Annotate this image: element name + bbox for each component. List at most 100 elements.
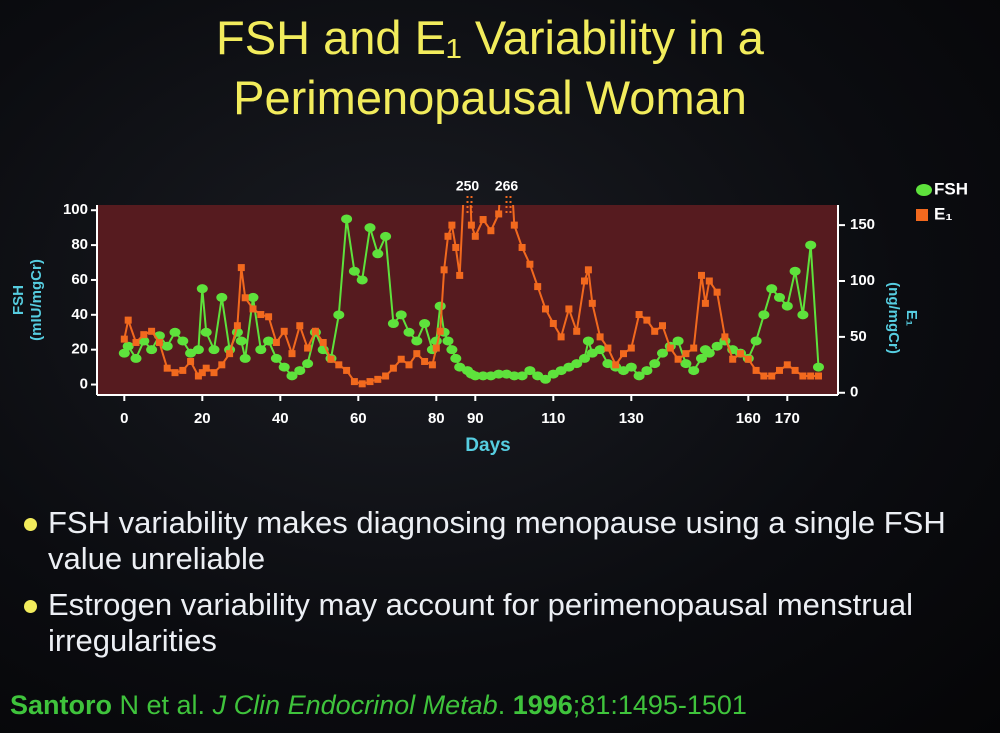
series-marker xyxy=(442,336,454,346)
citation-part: 1996 xyxy=(512,690,573,720)
series-marker xyxy=(265,313,273,321)
series-marker xyxy=(649,359,661,369)
series-marker xyxy=(452,243,460,251)
y2-tick-label: 0 xyxy=(850,384,858,401)
series-marker xyxy=(140,331,148,339)
series-marker xyxy=(633,371,645,381)
series-marker xyxy=(288,350,296,358)
y-tick-label: 40 xyxy=(71,306,88,323)
series-marker xyxy=(579,353,590,363)
series-marker xyxy=(596,333,604,341)
series-marker xyxy=(161,341,173,351)
annotation-label: 250 xyxy=(456,178,480,194)
legend-label: E₁ xyxy=(934,204,952,223)
series-marker xyxy=(701,299,709,307)
series-marker xyxy=(799,372,807,380)
series-marker xyxy=(713,288,721,296)
series-marker xyxy=(524,366,536,376)
series-marker xyxy=(807,372,815,380)
series-marker xyxy=(657,348,668,358)
series-marker xyxy=(783,361,791,369)
citation-part: ;81:1495-1501 xyxy=(572,690,747,720)
series-marker xyxy=(758,310,770,320)
series-marker xyxy=(263,336,275,346)
series-marker xyxy=(374,375,382,383)
series-marker xyxy=(122,341,134,351)
series-marker xyxy=(280,327,288,335)
series-marker xyxy=(419,319,431,329)
series-marker xyxy=(571,359,583,369)
series-marker xyxy=(257,311,265,319)
series-marker xyxy=(364,223,376,233)
series-marker xyxy=(428,361,436,369)
legend-marker xyxy=(916,209,928,221)
series-marker xyxy=(208,345,220,355)
series-marker xyxy=(781,301,793,311)
series-marker xyxy=(620,350,627,358)
series-marker xyxy=(444,232,452,240)
series-marker xyxy=(721,333,729,341)
slide-title: FSH and E₁ Variability in a Perimenopaus… xyxy=(216,11,764,124)
series-marker xyxy=(540,374,551,384)
x-tick-label: 80 xyxy=(428,410,445,427)
series-marker xyxy=(294,366,306,376)
series-marker xyxy=(703,348,715,358)
series-marker xyxy=(187,357,195,365)
series-marker xyxy=(774,292,785,302)
series-marker xyxy=(270,353,282,363)
series-marker xyxy=(737,350,744,358)
series-marker xyxy=(627,344,635,352)
citation-part: Santoro xyxy=(10,690,113,720)
series-marker xyxy=(436,327,444,335)
series-marker xyxy=(581,277,588,285)
series-marker xyxy=(688,366,700,376)
series-marker xyxy=(241,294,249,302)
series-marker xyxy=(302,359,314,369)
series-marker xyxy=(518,243,526,251)
series-marker xyxy=(421,357,429,365)
series-marker xyxy=(343,366,351,374)
x-tick-label: 20 xyxy=(194,410,211,427)
x-tick-label: 160 xyxy=(736,410,761,427)
x-tick-label: 170 xyxy=(775,410,800,427)
series-marker xyxy=(239,353,251,363)
series-marker xyxy=(235,336,247,346)
series-marker xyxy=(791,366,799,374)
legend-label: FSH xyxy=(934,179,968,198)
series-marker xyxy=(155,338,163,346)
series-marker xyxy=(335,361,343,369)
series-marker xyxy=(202,364,210,372)
series-marker xyxy=(200,327,212,337)
series-marker xyxy=(448,221,456,229)
series-marker xyxy=(456,271,464,279)
citation: Santoro N et al. J Clin Endocrinol Metab… xyxy=(10,690,747,721)
series-marker xyxy=(534,283,542,291)
y2-axis-label: E₁(ng/mgCr) xyxy=(885,282,920,354)
series-marker xyxy=(146,345,158,355)
series-marker xyxy=(196,284,208,294)
series-marker xyxy=(395,310,407,320)
series-marker xyxy=(766,284,778,294)
series-marker xyxy=(446,345,458,355)
series-marker xyxy=(672,336,684,346)
series-marker xyxy=(118,348,130,358)
series-marker xyxy=(659,322,666,330)
series-marker xyxy=(604,344,612,352)
series-marker xyxy=(625,362,637,372)
series-marker xyxy=(358,380,366,388)
series-marker xyxy=(382,372,390,380)
series-marker xyxy=(210,369,218,377)
series-marker xyxy=(233,322,241,330)
series-marker xyxy=(526,260,534,268)
series-marker xyxy=(651,327,659,335)
series-marker xyxy=(389,364,397,372)
series-marker xyxy=(171,369,179,377)
citation-part: N et al. xyxy=(112,690,213,720)
series-marker xyxy=(471,232,479,240)
series-marker xyxy=(698,271,705,279)
series-marker xyxy=(348,266,360,276)
series-marker xyxy=(333,310,345,320)
series-marker xyxy=(319,338,327,346)
bullet: Estrogen variability may account for per… xyxy=(20,587,980,659)
series-marker xyxy=(194,372,202,380)
